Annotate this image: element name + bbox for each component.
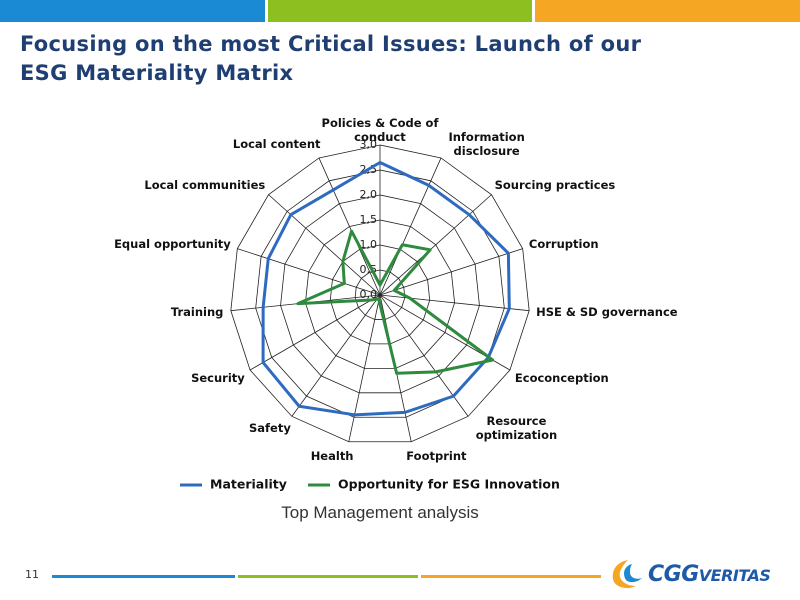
series-line <box>296 229 495 375</box>
category-label: Local content <box>232 137 321 152</box>
legend-label: Opportunity for ESG Innovation <box>338 477 560 492</box>
legend-label: Materiality <box>210 477 287 492</box>
radial-axis <box>291 294 381 417</box>
title-line: ESG Materiality Matrix <box>20 61 294 85</box>
page-number: 11 <box>25 568 39 581</box>
category-label: Footprint <box>406 449 467 464</box>
logo-icon <box>612 560 642 589</box>
radial-axis <box>268 194 381 296</box>
category-label: Health <box>310 449 354 464</box>
category-label: Training <box>170 305 224 320</box>
category-label: Local communities <box>144 177 266 192</box>
category-label: Ecoconception <box>514 370 609 385</box>
grid-ring <box>230 144 530 443</box>
chart-subtitle: Top Management analysis <box>281 503 479 522</box>
r-tick-label: 1,0 <box>360 238 378 251</box>
radial-axis <box>237 248 381 296</box>
bottom-bar <box>52 575 235 578</box>
grid-ring <box>255 169 505 418</box>
category-label: Corruption <box>528 237 599 251</box>
radial-axis <box>379 294 530 312</box>
title-line: Focusing on the most Critical Issues: La… <box>20 32 642 56</box>
radial-axis <box>318 157 381 296</box>
radial-axis <box>379 157 442 296</box>
category-label: Resource optimization <box>475 414 558 443</box>
r-tick-label: 0,0 <box>360 288 378 301</box>
radial-axis <box>379 194 492 296</box>
logo: CGGVERITAS <box>648 562 771 587</box>
top-bar <box>0 0 265 22</box>
bottom-bar <box>238 575 418 578</box>
category-label: Policies & Code of conduct <box>321 116 439 144</box>
top-bar <box>535 0 800 22</box>
radial-axis <box>249 294 381 371</box>
category-label: Security <box>191 370 245 385</box>
top-bar <box>268 0 532 22</box>
r-tick-label: 1,5 <box>360 213 378 226</box>
r-tick-label: 2,0 <box>360 188 378 201</box>
grid-ring <box>280 194 480 394</box>
radial-axis <box>379 248 523 296</box>
bottom-bar <box>421 575 601 578</box>
slide-title: Focusing on the most Critical Issues: La… <box>20 30 641 88</box>
grid-ring <box>305 219 455 369</box>
category-label: Equal opportunity <box>114 237 231 251</box>
r-tick-label: 3,0 <box>360 138 378 151</box>
series-line <box>261 161 511 417</box>
grid-ring <box>329 244 431 345</box>
category-label: Sourcing practices <box>494 177 616 192</box>
category-label: Safety <box>249 421 291 436</box>
category-label: HSE & SD governance <box>536 305 678 320</box>
category-label: Information disclosure <box>448 130 525 159</box>
radial-axis <box>348 294 381 442</box>
logo-text: VERITAS <box>698 566 771 585</box>
logo-text: CGG <box>648 562 699 587</box>
